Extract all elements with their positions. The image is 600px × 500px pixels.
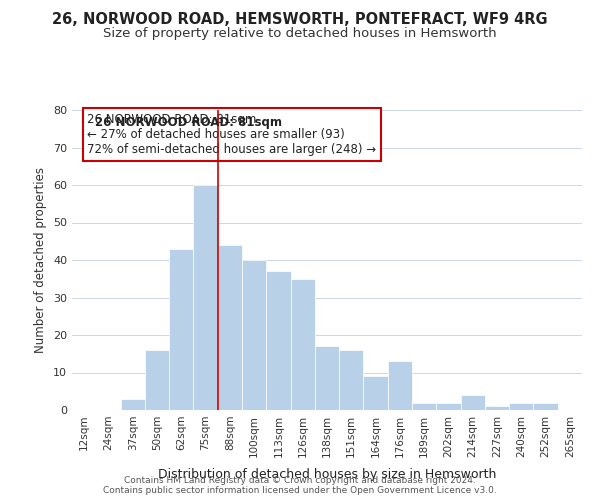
Bar: [485, 406, 509, 410]
Bar: [412, 402, 436, 410]
Bar: [218, 245, 242, 410]
Bar: [193, 185, 218, 410]
Bar: [145, 350, 169, 410]
Bar: [388, 361, 412, 410]
Text: Contains public sector information licensed under the Open Government Licence v3: Contains public sector information licen…: [103, 486, 497, 495]
Text: Size of property relative to detached houses in Hemsworth: Size of property relative to detached ho…: [103, 28, 497, 40]
Text: 26 NORWOOD ROAD: 81sqm: 26 NORWOOD ROAD: 81sqm: [95, 116, 282, 129]
Y-axis label: Number of detached properties: Number of detached properties: [34, 167, 47, 353]
Bar: [339, 350, 364, 410]
Bar: [242, 260, 266, 410]
Text: Contains HM Land Registry data © Crown copyright and database right 2024.: Contains HM Land Registry data © Crown c…: [124, 476, 476, 485]
Text: 26 NORWOOD ROAD: 81sqm
← 27% of detached houses are smaller (93)
72% of semi-det: 26 NORWOOD ROAD: 81sqm ← 27% of detached…: [88, 113, 376, 156]
Text: 26, NORWOOD ROAD, HEMSWORTH, PONTEFRACT, WF9 4RG: 26, NORWOOD ROAD, HEMSWORTH, PONTEFRACT,…: [52, 12, 548, 28]
Bar: [533, 402, 558, 410]
Bar: [121, 399, 145, 410]
Bar: [315, 346, 339, 410]
Bar: [290, 279, 315, 410]
Bar: [461, 395, 485, 410]
Bar: [364, 376, 388, 410]
Bar: [436, 402, 461, 410]
Bar: [266, 271, 290, 410]
Bar: [169, 248, 193, 410]
Bar: [509, 402, 533, 410]
X-axis label: Distribution of detached houses by size in Hemsworth: Distribution of detached houses by size …: [158, 468, 496, 481]
